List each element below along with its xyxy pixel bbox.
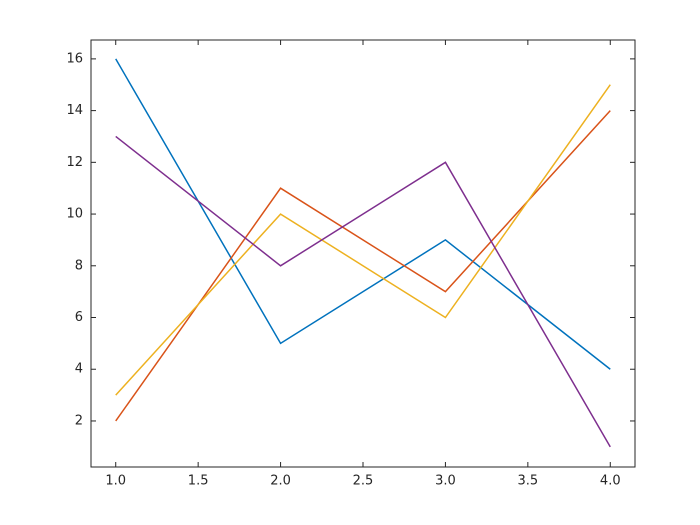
x-tick-label: 2.5 xyxy=(353,474,374,489)
y-tick-label: 2 xyxy=(75,413,83,428)
x-tick-label: 1.0 xyxy=(105,474,126,489)
plot-box xyxy=(90,39,636,468)
x-tick-label: 4.0 xyxy=(600,474,621,489)
y-tick-label: 14 xyxy=(66,103,83,118)
series-line xyxy=(115,135,611,448)
y-tick-label: 10 xyxy=(66,207,83,222)
y-tick-label: 4 xyxy=(75,362,83,377)
x-tick-label: 3.0 xyxy=(435,474,456,489)
y-tick-label: 12 xyxy=(66,155,83,170)
y-tick-label: 8 xyxy=(75,258,83,273)
series-line xyxy=(115,84,611,396)
x-tick-label: 1.5 xyxy=(188,474,209,489)
y-tick-label: 6 xyxy=(75,310,83,325)
x-tick-label: 3.5 xyxy=(518,474,539,489)
y-tick-label: 16 xyxy=(66,51,83,66)
x-tick-label: 2.0 xyxy=(270,474,291,489)
